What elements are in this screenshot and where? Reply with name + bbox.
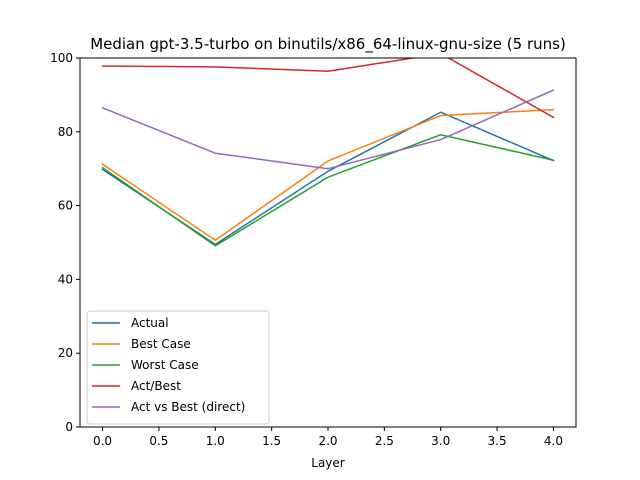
series-layer — [101, 58, 555, 247]
y-tick-label: 80 — [58, 125, 73, 139]
x-tick-label: 0.5 — [149, 434, 168, 448]
legend: Actual Best Case Worst Case Act/Best Act vs … — [86, 310, 270, 425]
x-tick-label: 4.0 — [544, 434, 563, 448]
x-tick-label: 3.0 — [431, 434, 450, 448]
x-axis: 0.0 0.5 1.0 1.5 2.0 2.5 3.0 3.5 4.0 — [93, 427, 563, 448]
legend-label: Best Case — [131, 337, 191, 351]
y-tick-label: 100 — [50, 51, 73, 65]
x-tick-label: 2.5 — [375, 434, 394, 448]
legend-label: Act vs Best (direct) — [131, 400, 245, 414]
series-line-5 — [101, 89, 555, 170]
y-tick-label: 40 — [58, 272, 73, 286]
y-axis: 0 20 40 60 80 100 — [50, 51, 80, 434]
series-line-2 — [101, 108, 555, 242]
chart-title: Median gpt-3.5-turbo on binutils/x86_64-… — [90, 35, 566, 54]
legend-label: Act/Best — [131, 379, 181, 393]
legend-box — [86, 310, 270, 425]
y-tick-label: 20 — [58, 346, 73, 360]
series-line-1 — [101, 111, 555, 246]
y-tick-label: 0 — [65, 420, 73, 434]
legend-label: Actual — [131, 316, 169, 330]
x-tick-label: 0.0 — [93, 434, 112, 448]
y-tick-label: 60 — [58, 199, 73, 213]
series-line-4 — [101, 58, 555, 119]
series-line-3 — [101, 134, 555, 247]
x-tick-label: 3.5 — [488, 434, 507, 448]
x-tick-label: 1.0 — [206, 434, 225, 448]
x-tick-label: 1.5 — [262, 434, 281, 448]
legend-label: Worst Case — [131, 358, 199, 372]
x-tick-label: 2.0 — [318, 434, 337, 448]
x-axis-label: Layer — [311, 456, 345, 470]
